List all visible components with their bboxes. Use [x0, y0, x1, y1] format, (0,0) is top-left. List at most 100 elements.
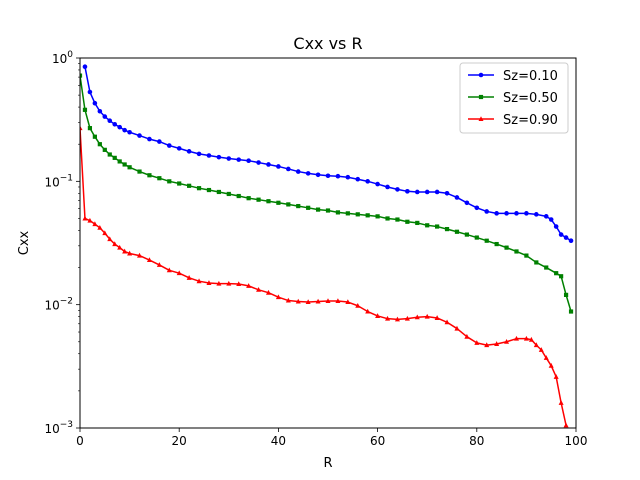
data-point — [365, 308, 371, 314]
data-point — [534, 260, 539, 265]
data-point — [117, 244, 123, 250]
legend-label: Sz=0.90 — [503, 113, 558, 128]
data-point — [82, 64, 88, 70]
data-point — [305, 299, 311, 305]
data-point — [112, 241, 118, 247]
y-tick-label: 10−3 — [44, 420, 73, 436]
data-point — [97, 142, 102, 147]
data-point — [365, 179, 370, 184]
data-point — [127, 165, 132, 170]
data-point — [196, 278, 202, 284]
y-tick-label: 100 — [52, 50, 73, 66]
data-point — [186, 275, 192, 280]
data-point — [102, 230, 108, 236]
series-sz-0-50 — [80, 73, 574, 314]
data-point — [167, 179, 172, 184]
data-point — [265, 289, 271, 295]
data-point — [394, 316, 400, 322]
series-sz-0-90 — [80, 125, 569, 428]
data-point — [246, 196, 251, 201]
data-point — [147, 173, 152, 178]
data-point — [395, 217, 400, 222]
data-point — [484, 209, 490, 214]
data-point — [474, 235, 479, 240]
data-point — [504, 211, 509, 216]
data-point — [544, 265, 549, 270]
data-point — [102, 114, 108, 119]
data-point — [355, 212, 360, 217]
data-point — [295, 169, 301, 174]
data-point — [375, 313, 381, 318]
data-point — [414, 314, 420, 320]
data-point — [365, 213, 370, 218]
data-point — [558, 232, 564, 237]
data-point — [325, 173, 331, 179]
data-point — [375, 214, 380, 219]
data-point — [335, 210, 341, 215]
data-point — [478, 116, 484, 121]
data-point — [276, 200, 281, 205]
data-point — [548, 217, 554, 222]
data-point — [345, 211, 350, 216]
data-point — [112, 155, 117, 160]
data-point — [87, 126, 93, 131]
legend-item: Sz=0.10 — [468, 69, 558, 84]
data-point — [107, 236, 113, 242]
data-point — [82, 107, 88, 112]
data-point — [484, 342, 490, 348]
data-point — [305, 171, 311, 176]
data-point — [137, 169, 142, 174]
data-point — [454, 325, 460, 331]
data-point — [559, 274, 564, 279]
data-point — [414, 189, 420, 195]
data-point — [285, 297, 291, 303]
data-point — [395, 187, 400, 192]
data-point — [514, 211, 519, 216]
data-point — [157, 139, 162, 144]
data-point — [454, 195, 460, 200]
data-point — [435, 224, 440, 229]
data-point — [82, 215, 88, 221]
data-point — [514, 249, 519, 254]
data-point — [236, 193, 241, 199]
data-point — [534, 212, 539, 217]
data-point — [444, 226, 450, 232]
data-point — [315, 207, 321, 212]
data-point — [533, 342, 539, 348]
y-tick-label: 10−2 — [44, 297, 73, 313]
chart-title: Cxx vs R — [293, 34, 362, 53]
data-point — [97, 224, 103, 230]
data-point — [434, 189, 440, 195]
legend: Sz=0.10 Sz=0.50 Sz=0.90 — [459, 62, 569, 134]
data-point — [186, 149, 192, 154]
data-point — [464, 200, 470, 206]
x-axis-label: R — [323, 456, 332, 471]
data-point — [146, 257, 152, 263]
data-point — [97, 108, 103, 114]
data-point — [196, 186, 202, 191]
data-point — [246, 283, 252, 288]
data-point — [558, 400, 564, 405]
data-point — [385, 216, 390, 221]
data-point — [315, 298, 321, 304]
data-point — [335, 298, 341, 304]
data-point — [553, 224, 559, 229]
x-tick-label: 80 — [469, 434, 484, 448]
data-point — [415, 220, 420, 226]
data-point — [127, 129, 132, 135]
data-point — [444, 319, 450, 325]
data-point — [424, 189, 430, 195]
data-point — [494, 241, 499, 247]
data-point — [266, 199, 271, 204]
data-point — [523, 335, 529, 341]
data-point — [474, 205, 480, 211]
data-point — [275, 294, 281, 300]
data-point — [524, 211, 529, 216]
data-point — [286, 166, 291, 172]
data-point — [147, 136, 152, 142]
data-point — [107, 152, 112, 157]
data-point — [325, 208, 331, 213]
data-point — [568, 238, 574, 244]
data-point — [385, 315, 391, 321]
data-point — [478, 72, 484, 78]
